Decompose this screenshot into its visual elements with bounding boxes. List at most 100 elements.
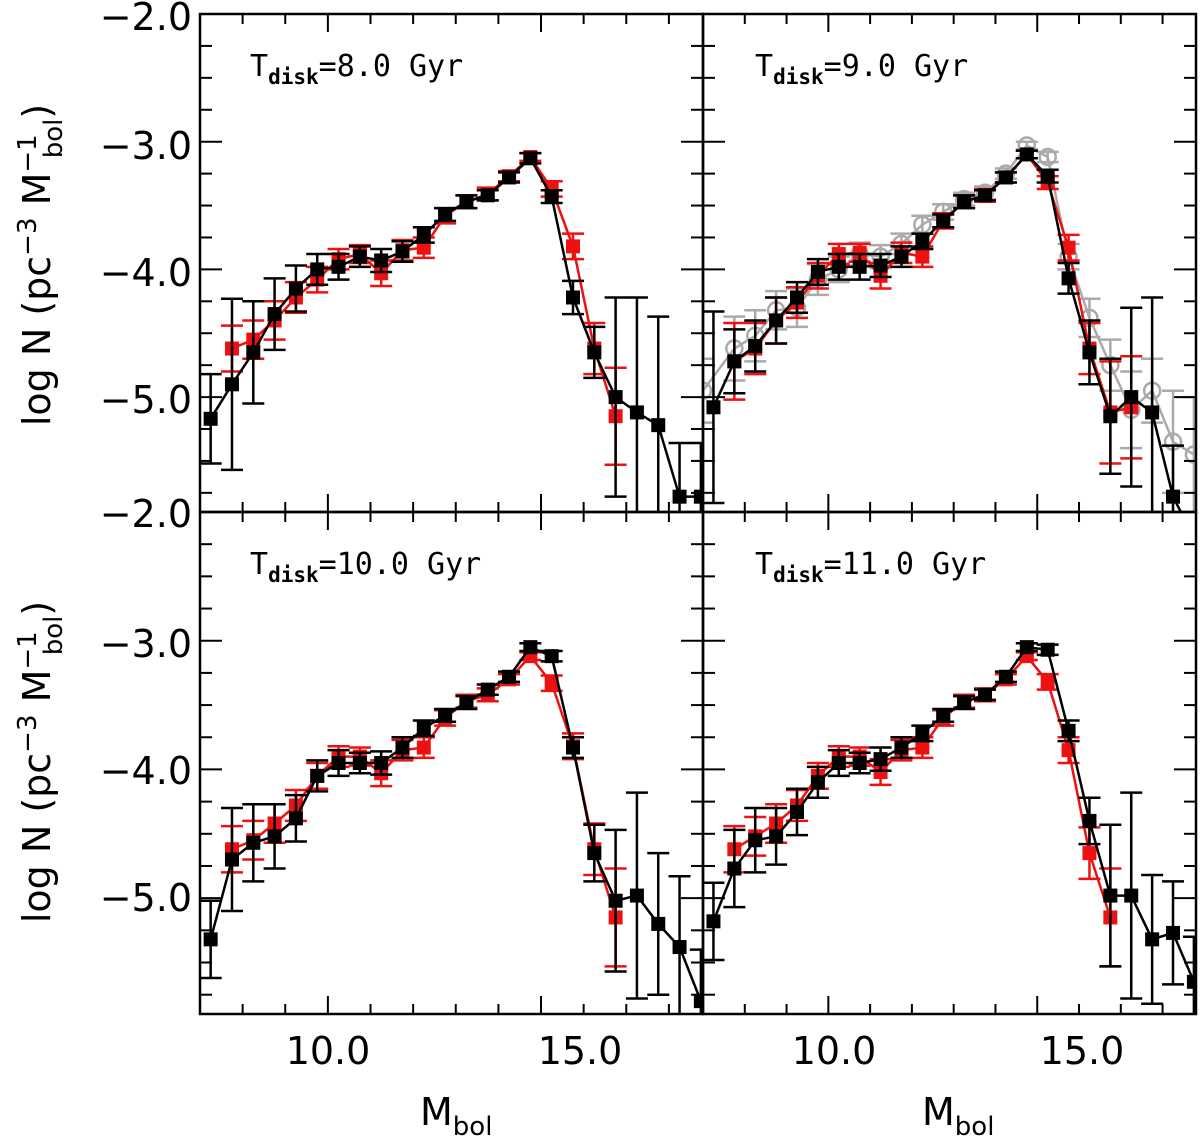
y-axis-label: log N (pc−3 M−1bol) xyxy=(13,601,69,923)
data-point xyxy=(1166,489,1181,504)
data-point xyxy=(651,916,666,931)
data-point xyxy=(1124,888,1139,903)
x-axis-label-sub: bol xyxy=(955,1112,995,1137)
y-label-part: −3 xyxy=(13,714,43,752)
data-point xyxy=(416,227,431,242)
panel-frame xyxy=(198,510,705,1016)
data-point xyxy=(873,258,888,273)
y-label-part: bol xyxy=(39,119,69,159)
y-label-part: −1 xyxy=(13,631,43,669)
data-point xyxy=(629,888,644,903)
data-point xyxy=(915,726,930,741)
data-point xyxy=(1061,271,1076,286)
data-point xyxy=(246,835,261,850)
data-point xyxy=(748,833,763,848)
y-tick-label: −4.0 xyxy=(100,749,192,793)
panel-title-sub: disk xyxy=(773,563,824,587)
data-point xyxy=(672,489,687,504)
data-point xyxy=(438,708,453,723)
data-point xyxy=(894,249,909,264)
data-point xyxy=(672,940,687,955)
data-point xyxy=(1040,642,1055,657)
y-tick-label: −3.0 xyxy=(100,622,192,666)
data-point xyxy=(769,829,784,844)
y-label-part: ) xyxy=(15,601,59,616)
data-point xyxy=(1061,240,1076,255)
data-point xyxy=(978,687,993,702)
y-label-part: M xyxy=(15,670,59,715)
series-line xyxy=(231,654,617,918)
series-line xyxy=(733,654,1112,918)
data-point xyxy=(416,740,431,755)
y-label-part: −1 xyxy=(13,134,43,172)
data-point xyxy=(587,846,602,861)
data-point xyxy=(288,281,303,296)
data-point xyxy=(480,188,495,203)
data-point xyxy=(374,253,389,268)
data-point xyxy=(831,259,846,274)
data-point xyxy=(246,345,261,360)
x-axis-label-sub: bol xyxy=(453,1112,493,1137)
series-observed xyxy=(220,649,627,968)
series-alt xyxy=(703,136,1196,512)
data-point xyxy=(706,914,721,929)
data-point xyxy=(395,244,410,259)
y-label-part: log N (pc xyxy=(15,256,59,426)
data-point xyxy=(915,740,930,755)
y-axis-label: log N (pc−3 M−1bol) xyxy=(13,104,69,426)
x-tick-label: 15.0 xyxy=(538,1029,623,1073)
data-point xyxy=(502,669,517,684)
data-point xyxy=(1166,925,1181,940)
data-point xyxy=(727,354,742,369)
panel-frame xyxy=(701,510,1198,1016)
series-model xyxy=(703,640,1196,1014)
data-point xyxy=(703,381,713,400)
series-model xyxy=(703,147,1185,512)
data-point xyxy=(310,262,325,277)
data-point xyxy=(544,649,559,664)
data-point xyxy=(1082,846,1097,861)
data-point xyxy=(608,893,623,908)
data-point xyxy=(544,676,559,691)
data-point xyxy=(1103,888,1118,903)
data-point xyxy=(310,768,325,783)
data-point xyxy=(203,932,218,947)
data-point xyxy=(936,708,951,723)
data-point xyxy=(810,775,825,790)
data-point xyxy=(998,170,1013,185)
data-point xyxy=(748,339,763,353)
data-point xyxy=(769,313,784,328)
series-model xyxy=(200,640,703,1014)
plot-area xyxy=(703,136,1196,512)
data-point xyxy=(852,756,867,770)
panel-title-prefix: T xyxy=(755,49,773,84)
data-point xyxy=(224,852,239,867)
data-point xyxy=(1061,723,1076,738)
y-label-part: −3 xyxy=(13,217,43,255)
data-point xyxy=(727,861,742,876)
data-point xyxy=(1040,674,1055,689)
panel-title-suffix: =10.0 Gyr xyxy=(319,547,482,582)
data-point xyxy=(1019,147,1034,162)
data-point xyxy=(790,804,805,819)
data-point xyxy=(1184,445,1196,464)
x-tick-label: 10.0 xyxy=(286,1029,371,1073)
data-point xyxy=(1124,390,1139,405)
series-observed xyxy=(220,150,627,467)
data-point xyxy=(873,765,888,780)
data-point xyxy=(1186,974,1196,989)
y-label-part: M xyxy=(15,173,59,218)
x-axis-label-main: M xyxy=(922,1090,955,1134)
data-point xyxy=(288,811,303,826)
panel-title-sub: disk xyxy=(268,65,319,89)
series-model xyxy=(200,151,703,512)
panel-title-prefix: T xyxy=(250,49,268,84)
data-point xyxy=(915,234,930,249)
y-label-part: ) xyxy=(15,104,59,119)
data-point xyxy=(331,756,346,770)
data-point xyxy=(894,740,909,755)
x-tick-label: 10.0 xyxy=(792,1029,877,1073)
data-point xyxy=(1103,409,1118,424)
panel-1 xyxy=(198,12,705,514)
